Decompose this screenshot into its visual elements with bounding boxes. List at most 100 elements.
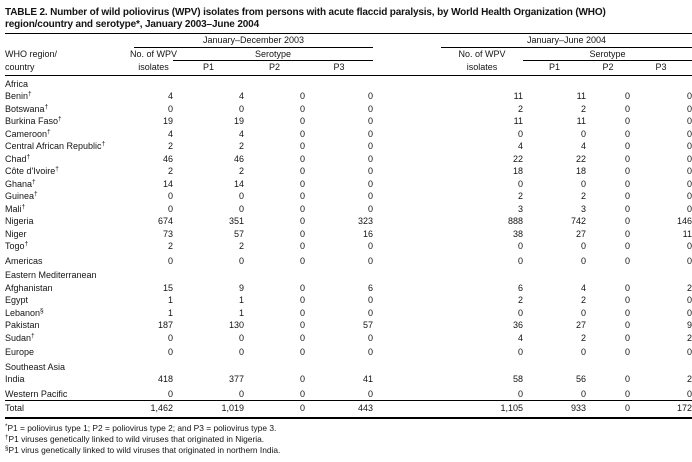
spacer-cell (373, 386, 441, 401)
value-cell: 0 (367, 128, 373, 139)
row-label: Chad (5, 153, 27, 164)
footnote-serotype-definitions: *P1 = poliovirus type 1; P2 = poliovirus… (5, 423, 689, 434)
row-label: Lebanon (5, 307, 41, 318)
region-country-cell: Ghana† (5, 178, 134, 191)
table-header: January–December 2003 January–June 2004 … (5, 33, 692, 76)
value-cell: 0 (686, 91, 692, 101)
value-cell: 0 (167, 203, 173, 214)
value-cell: 0 (624, 388, 630, 399)
country-row: Nigeria 674 351 0 323 888 742 0 146 (5, 215, 692, 228)
value-cell: 0 (517, 241, 523, 251)
footnote-marker-asterisk: * (5, 422, 8, 430)
section-row: Eastern Mediterranean (5, 267, 692, 282)
value-cell: 187 (157, 320, 173, 330)
value-cell: 2 (238, 241, 244, 251)
value-cell: 0 (517, 128, 523, 139)
value-cell: 0 (517, 347, 523, 357)
value-cell: 0 (624, 295, 630, 305)
group-header-spacer-mid (373, 34, 441, 48)
subheader-row-2: country isolates P1 P2 P3 isolates P1 P2… (5, 60, 692, 76)
value-cell: 0 (686, 347, 692, 357)
value-cell: 19 (162, 116, 173, 126)
region-country-cell: Niger (5, 228, 134, 241)
spacer-cell (373, 228, 441, 241)
wpv-isolates-table: January–December 2003 January–June 2004 … (5, 33, 692, 419)
p1-column-header-2003: P1 (173, 60, 244, 76)
country-row: Guinea† 0 0 0 0 2 2 0 0 (5, 190, 692, 203)
row-label: Western Pacific (5, 388, 68, 399)
value-cell: 0 (299, 128, 305, 139)
value-cell: 0 (238, 332, 244, 343)
region-column-header-line2: country (5, 60, 134, 76)
value-cell: 9 (238, 282, 244, 293)
value-cell: 15 (162, 282, 173, 293)
spacer-cell (373, 344, 441, 359)
value-cell: 0 (299, 374, 305, 384)
group-header-2004-label: January–June 2004 (526, 35, 607, 45)
value-cell: 0 (167, 191, 173, 201)
value-cell: 4 (167, 91, 173, 101)
value-cell: 2 (517, 103, 523, 114)
value-cell: 0 (238, 191, 244, 201)
value-cell: 674 (157, 216, 173, 226)
value-cell: 2 (686, 282, 692, 293)
value-cell: 0 (367, 153, 373, 164)
row-label: Botswana (5, 103, 45, 114)
row-label: Total (5, 403, 25, 413)
value-cell: 57 (362, 320, 373, 330)
value-cell: 0 (624, 320, 630, 330)
value-cell: 6 (367, 282, 373, 293)
region-country-cell: Pakistan (5, 319, 134, 332)
row-label: Togo (5, 241, 25, 251)
row-label: Southeast Asia (5, 361, 66, 372)
country-row: Niger 73 57 0 16 38 27 0 11 (5, 228, 692, 241)
value-cell: 0 (686, 178, 692, 189)
footnote-marker: † (24, 240, 29, 248)
value-cell: 14 (233, 178, 244, 189)
value-cell: 0 (517, 178, 523, 189)
value-cell: 0 (686, 153, 692, 164)
value-cell: 0 (299, 216, 305, 226)
value-cell: 0 (580, 241, 586, 251)
value-cell: 0 (299, 307, 305, 318)
row-label: Nigeria (5, 216, 34, 226)
value-cell: 0 (686, 166, 692, 176)
value-cell: 0 (580, 388, 586, 399)
value-cell: 2 (167, 141, 173, 151)
region-country-cell: Burkina Faso† (5, 115, 134, 128)
row-label: Americas (5, 255, 43, 266)
value-cell: 3 (580, 203, 586, 214)
region-country-cell: Total (5, 400, 134, 419)
footnote-nigeria-link: †P1 viruses genetically linked to wild v… (5, 434, 689, 445)
value-cell: 0 (299, 347, 305, 357)
value-cell: 0 (624, 166, 630, 176)
value-cell: 2 (580, 295, 586, 305)
value-cell: 4 (580, 141, 586, 151)
value-cell: 0 (624, 103, 630, 114)
value-cell: 0 (299, 203, 305, 214)
p1-column-header-2004: P1 (523, 60, 586, 76)
value-cell: 38 (512, 228, 523, 239)
value-cell: 4 (517, 141, 523, 151)
value-cell: 0 (238, 103, 244, 114)
value-cell: 0 (167, 347, 173, 357)
row-label: Eastern Mediterranean (5, 270, 97, 280)
value-cell: 27 (575, 320, 586, 330)
spacer-cell (373, 153, 441, 166)
value-cell: 3 (517, 203, 523, 214)
value-cell: 0 (624, 255, 630, 266)
value-cell: 0 (624, 307, 630, 318)
table-title-line2: region/country and serotype*, January 20… (5, 18, 259, 30)
value-cell: 0 (367, 295, 373, 305)
spacer-cell (373, 240, 441, 253)
value-cell: 11 (513, 91, 523, 101)
value-cell: 11 (576, 116, 586, 126)
value-cell: 0 (686, 295, 692, 305)
value-cell: 2 (686, 332, 692, 343)
region-country-cell: Europe (5, 344, 134, 359)
value-cell: 323 (357, 216, 373, 226)
value-cell: 22 (575, 153, 586, 164)
value-cell: 1 (238, 307, 244, 318)
value-cell: 19 (233, 116, 244, 126)
